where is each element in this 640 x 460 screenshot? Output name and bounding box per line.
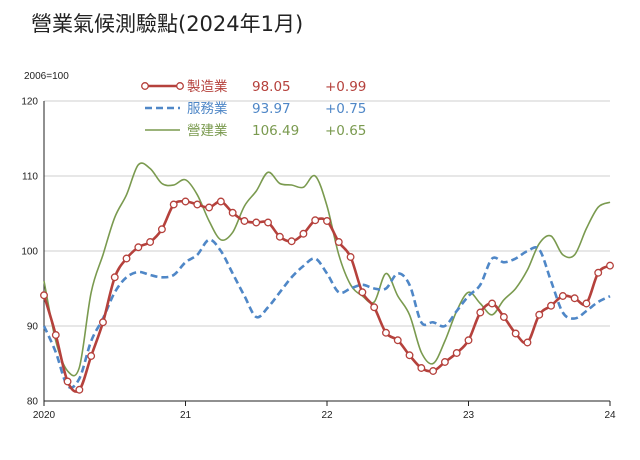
legend-series-name: 營建業 — [187, 123, 228, 139]
data-point — [370, 303, 379, 312]
legend-latest-value: 93.97 — [252, 101, 291, 117]
data-point — [193, 200, 202, 209]
data-point — [488, 299, 497, 308]
series-lines — [40, 162, 614, 394]
legend-marker — [176, 82, 184, 90]
legend-latest-value: 98.05 — [252, 79, 291, 95]
x-tick-label: 21 — [180, 410, 192, 421]
x-tick-labels: 2020 21 22 23 24 — [33, 401, 616, 421]
data-point — [287, 237, 296, 246]
legend-marker — [141, 82, 149, 90]
data-point — [110, 273, 119, 282]
data-point — [452, 349, 461, 357]
data-point — [511, 329, 520, 338]
data-point — [40, 291, 48, 300]
x-tick-label: 22 — [321, 410, 333, 421]
series-line-1 — [42, 238, 611, 390]
series-line-0 — [42, 199, 611, 393]
x-tick-label: 2020 — [33, 410, 56, 421]
data-point — [334, 238, 343, 246]
data-point — [535, 310, 544, 319]
chart-title: 營業氣候測驗點(2024年1月) — [31, 12, 304, 36]
legend-change-value: +0.75 — [325, 101, 366, 117]
data-point — [240, 217, 249, 225]
data-point — [499, 313, 508, 321]
legend: 製造業 98.05 +0.99 服務業 93.97 +0.75 營建業 106.49 +0.65 — [141, 79, 366, 139]
data-point — [146, 238, 155, 246]
legend-series-name: 服務業 — [187, 101, 228, 117]
data-point — [570, 294, 579, 303]
data-point — [122, 254, 131, 263]
data-point — [299, 229, 308, 238]
legend-series-name: 製造業 — [187, 79, 228, 95]
x-tick-label: 24 — [604, 410, 616, 421]
data-point — [157, 225, 166, 234]
y-tick-label: 90 — [27, 322, 39, 333]
data-point — [547, 301, 555, 310]
data-point — [169, 200, 178, 209]
data-point — [228, 208, 237, 217]
x-tick-label: 23 — [463, 410, 475, 421]
data-point — [275, 232, 284, 241]
data-point — [205, 203, 214, 212]
data-point — [264, 218, 272, 227]
data-point — [75, 385, 84, 394]
data-point — [393, 336, 402, 345]
data-point — [51, 331, 60, 339]
data-point — [594, 268, 603, 277]
data-point — [63, 377, 72, 386]
data-point — [87, 352, 96, 360]
data-point — [99, 318, 107, 327]
data-point — [382, 328, 390, 337]
data-point — [606, 261, 614, 270]
y-tick-labels: 80 90 100 110 120 — [21, 97, 38, 408]
series-line-2 — [43, 162, 611, 377]
data-point — [523, 338, 532, 347]
data-point — [311, 216, 320, 225]
data-point — [252, 218, 261, 227]
y-tick-label: 100 — [21, 247, 38, 258]
y-axis-label: 2006=100 — [24, 71, 69, 82]
data-point — [440, 358, 449, 366]
data-point — [476, 308, 485, 317]
legend-change-value: +0.99 — [325, 79, 366, 95]
y-tick-label: 80 — [27, 397, 39, 408]
data-point — [323, 217, 331, 225]
legend-change-value: +0.65 — [325, 123, 366, 139]
data-point — [405, 351, 414, 360]
data-point — [358, 288, 367, 297]
data-point — [181, 197, 190, 206]
data-point — [216, 197, 225, 206]
data-point — [558, 292, 567, 300]
data-point — [134, 243, 143, 252]
y-tick-label: 120 — [21, 97, 38, 108]
data-point — [346, 253, 355, 261]
legend-latest-value: 106.49 — [252, 123, 299, 139]
data-point — [417, 364, 426, 372]
data-point — [582, 299, 591, 308]
data-point — [464, 336, 473, 345]
y-tick-label: 110 — [22, 172, 38, 183]
data-point — [429, 367, 438, 375]
